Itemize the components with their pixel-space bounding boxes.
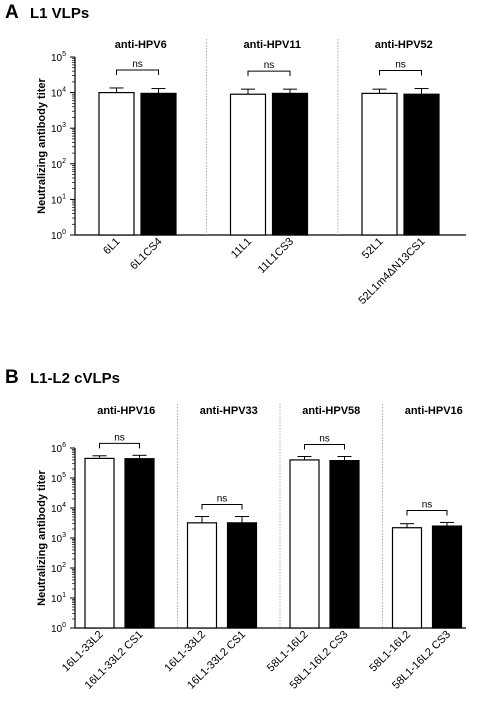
tick-base: 10 — [51, 160, 63, 171]
tick-exponent: 2 — [62, 158, 66, 165]
panel-b-bar — [431, 525, 463, 629]
tick-base: 10 — [51, 89, 63, 100]
panel-b-group-label: anti-HPV16 — [405, 405, 463, 417]
panel-b-group-label: anti-HPV58 — [302, 405, 360, 417]
panel-a-category-label: 11L1 — [229, 236, 254, 261]
tick-base: 10 — [51, 124, 63, 135]
tick-exponent: 1 — [62, 592, 66, 599]
panel-a-bar — [271, 92, 309, 236]
panel-a-ytick-label: 105 — [51, 51, 66, 64]
tick-exponent: 4 — [62, 502, 66, 509]
tick-exponent: 5 — [62, 472, 66, 479]
tick-base: 10 — [51, 624, 63, 635]
panel-a-category-label: 6L1 — [101, 236, 122, 257]
panel-b-significance-bracket — [406, 509, 448, 516]
panel-a-ytick-label: 104 — [51, 87, 66, 100]
panel-b-group-label: anti-HPV16 — [97, 405, 155, 417]
panel-b-letter: B — [5, 367, 19, 388]
tick-base: 10 — [51, 564, 63, 575]
tick-base: 10 — [51, 444, 63, 455]
tick-base: 10 — [51, 504, 63, 515]
tick-exponent: 1 — [62, 193, 66, 200]
tick-base: 10 — [51, 231, 63, 242]
panel-b: B L1-L2 cVLPs100101102103104105106Neutral… — [5, 367, 466, 692]
panel-b-bar — [329, 460, 360, 629]
tick-exponent: 2 — [62, 562, 66, 569]
panel-a-group-label: anti-HPV6 — [115, 39, 167, 51]
panel-b-significance-label: ns — [422, 499, 433, 510]
tick-base: 10 — [51, 594, 63, 605]
panel-b-bar — [186, 522, 218, 629]
tick-exponent: 3 — [62, 532, 66, 539]
panel-b-significance-bracket — [201, 504, 243, 510]
panel-a-letter: A — [5, 2, 19, 23]
tick-exponent: 4 — [62, 87, 66, 94]
panel-b-group-label: anti-HPV33 — [200, 405, 258, 417]
panel-a-title: L1 VLPs — [30, 5, 89, 22]
panel-a-bar — [98, 91, 135, 236]
tick-exponent: 6 — [62, 442, 66, 449]
panel-a-ytick-label: 101 — [51, 193, 66, 206]
panel-b-bar — [124, 458, 155, 629]
panel-a-bar — [229, 93, 267, 236]
panel-a-ytick-label: 103 — [51, 122, 66, 135]
panel-a-ytick-label: 100 — [51, 229, 66, 242]
panel-b-ytick-label: 102 — [51, 562, 66, 575]
tick-exponent: 3 — [62, 122, 66, 129]
panel-b-significance-label: ns — [114, 432, 125, 443]
panel-a-group-label: anti-HPV52 — [375, 39, 433, 51]
panel-b-significance-bracket — [304, 444, 345, 450]
panel-b-bar — [226, 522, 258, 629]
tick-exponent: 0 — [62, 229, 66, 236]
panel-b-bar — [391, 527, 423, 629]
panel-b-significance-bracket — [99, 442, 140, 449]
panel-a-bar — [140, 92, 177, 236]
panel-a-significance-label: ns — [395, 60, 406, 71]
panel-b-ytick-label: 104 — [51, 502, 66, 515]
tick-base: 10 — [51, 534, 63, 545]
panel-a-group-label: anti-HPV11 — [244, 39, 301, 51]
panel-b-ytick-label: 106 — [51, 442, 66, 455]
panel-a-category-label: 11L1CS3 — [256, 236, 296, 276]
panel-a-ytick-label: 102 — [51, 158, 66, 171]
panel-a-significance-label: ns — [264, 60, 275, 71]
panel-b-ytick-label: 103 — [51, 532, 66, 545]
panel-a-category-label: 6L1CS4 — [128, 236, 165, 273]
panel-b-bar — [84, 457, 115, 629]
tick-exponent: 5 — [62, 51, 66, 58]
panel-b-ytick-label: 100 — [51, 622, 66, 635]
tick-base: 10 — [51, 474, 63, 485]
tick-base: 10 — [51, 195, 63, 206]
panel-b-title: L1-L2 cVLPs — [30, 370, 120, 387]
panel-a-y-axis-title: Neutralizing antibody titer — [36, 77, 48, 213]
panel-a-significance-bracket — [247, 70, 291, 77]
tick-base: 10 — [51, 53, 63, 64]
panel-a-category-label: 52L1 — [360, 236, 386, 262]
panel-b-ytick-label: 105 — [51, 472, 66, 485]
panel-a-significance-bracket — [116, 69, 159, 75]
panel-b-ytick-label: 101 — [51, 592, 66, 605]
panel-a-bar — [361, 92, 398, 236]
tick-exponent: 0 — [62, 622, 66, 629]
panel-a-bar — [403, 93, 440, 236]
panel-b-bar — [289, 459, 320, 629]
panel-a-significance-bracket — [379, 70, 422, 76]
panel-a-significance-label: ns — [132, 59, 143, 70]
panel-b-significance-label: ns — [319, 434, 330, 445]
panel-b-significance-label: ns — [217, 494, 228, 505]
panel-b-y-axis-title: Neutralizing antibody titer — [36, 469, 48, 605]
